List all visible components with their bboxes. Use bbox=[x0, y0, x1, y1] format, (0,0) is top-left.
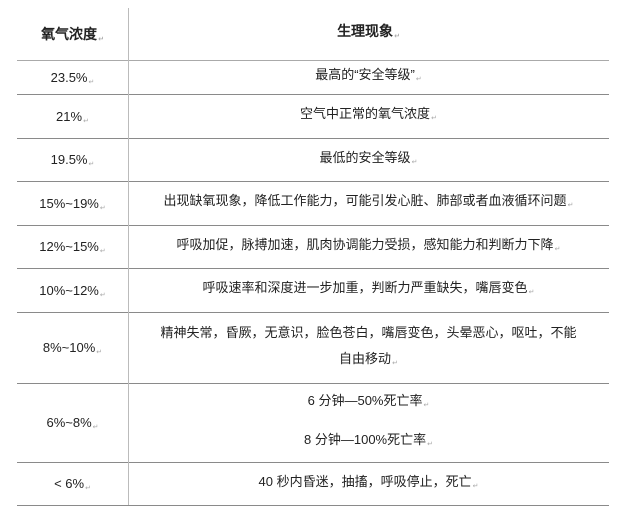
concentration-cell: 8%~10% bbox=[43, 340, 102, 356]
concentration-cell: 12%~15% bbox=[39, 239, 106, 255]
concentration-cell: < 6% bbox=[54, 476, 91, 492]
table-row: 19.5% 最低的安全等级 bbox=[17, 139, 609, 182]
effect-cell-line: 6 分钟—50%死亡率 bbox=[308, 391, 430, 416]
effect-cell: 空气中正常的氧气浓度 bbox=[300, 104, 437, 129]
effect-cell: 呼吸速率和深度进一步加重，判断力严重缺失，嘴唇变色 bbox=[203, 278, 535, 303]
effect-cell: 40 秒内昏迷，抽搐，呼吸停止，死亡 bbox=[259, 472, 479, 497]
header-concentration: 氧气浓度 bbox=[17, 8, 128, 60]
effect-cell: 最高的“安全等级” bbox=[315, 65, 422, 90]
column-divider bbox=[128, 8, 129, 505]
header-effect-text: 生理现象 bbox=[337, 21, 400, 47]
table-row: 23.5% 最高的“安全等级” bbox=[17, 61, 609, 95]
concentration-cell: 10%~12% bbox=[39, 283, 106, 299]
table-row: < 6% 40 秒内昏迷，抽搐，呼吸停止，死亡 bbox=[17, 463, 609, 506]
header-concentration-text: 氧气浓度 bbox=[41, 24, 104, 44]
table-row: 6%~8% 6 分钟—50%死亡率 8 分钟—100%死亡率 bbox=[17, 384, 609, 463]
table-row: 10%~12% 呼吸速率和深度进一步加重，判断力严重缺失，嘴唇变色 bbox=[17, 269, 609, 313]
concentration-cell: 19.5% bbox=[51, 152, 95, 168]
table-row: 15%~19% 出现缺氧现象，降低工作能力，可能引发心脏、肺部或者血液循环问题 bbox=[17, 182, 609, 226]
effect-cell: 出现缺氧现象，降低工作能力，可能引发心脏、肺部或者血液循环问题 bbox=[164, 191, 574, 216]
effect-cell-line: 8 分钟—100%死亡率 bbox=[304, 430, 433, 455]
table-row: 21% 空气中正常的氧气浓度 bbox=[17, 95, 609, 139]
table-row: 12%~15% 呼吸加促，脉搏加速，肌肉协调能力受损，感知能力和判断力下降 bbox=[17, 226, 609, 269]
effect-cell-line: 自由移动 bbox=[339, 346, 398, 377]
concentration-cell: 15%~19% bbox=[39, 196, 106, 212]
effect-cell-line: 精神失常，昏厥，无意识，脸色苍白，嘴唇变色，头晕恶心，呕吐，不能 bbox=[160, 324, 577, 340]
concentration-cell: 23.5% bbox=[51, 70, 95, 86]
effect-cell: 最低的安全等级 bbox=[320, 148, 418, 173]
table-row: 8%~10% 精神失常，昏厥，无意识，脸色苍白，嘴唇变色，头晕恶心，呕吐，不能 … bbox=[17, 313, 609, 384]
effect-cell: 呼吸加促，脉搏加速，肌肉协调能力受损，感知能力和判断力下降 bbox=[177, 235, 561, 260]
table-header-row: 氧气浓度 生理现象 bbox=[17, 8, 609, 61]
concentration-cell: 6%~8% bbox=[46, 415, 98, 431]
header-effect: 生理现象 bbox=[128, 8, 609, 60]
concentration-cell: 21% bbox=[56, 109, 89, 125]
